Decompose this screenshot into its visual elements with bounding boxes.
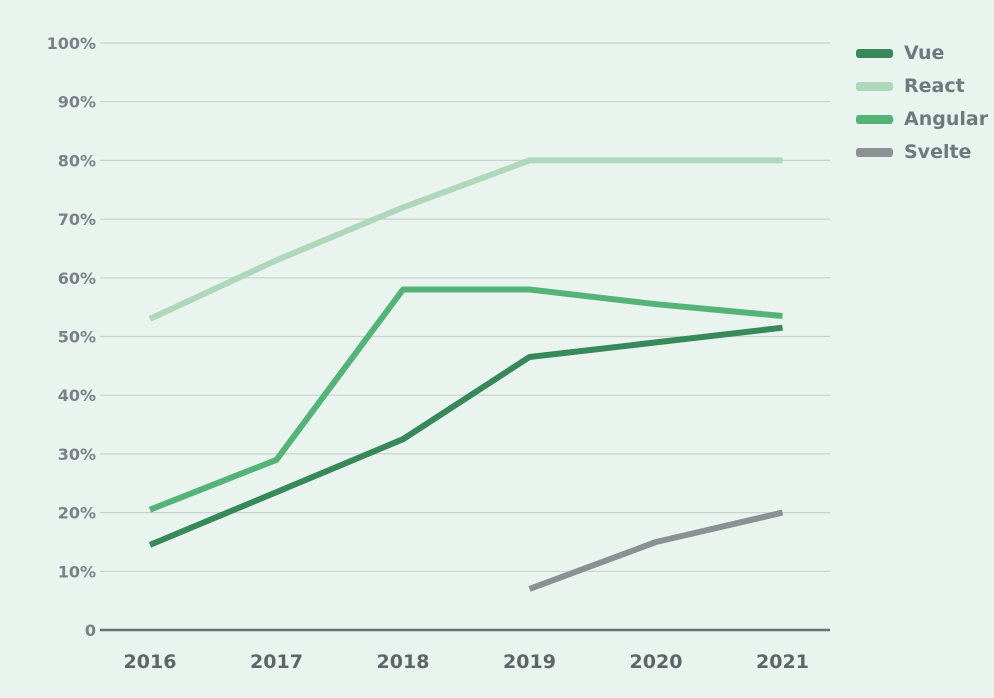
legend-swatch-svelte [856, 147, 893, 157]
y-axis-tick-label: 90% [58, 93, 96, 112]
legend-label: Angular [904, 108, 989, 130]
x-axis-tick-label: 2021 [756, 651, 809, 673]
series-line-vue [148, 324, 783, 548]
series-line-angular [148, 286, 783, 513]
legend-swatch-angular [856, 114, 893, 124]
legend-item-react[interactable]: React [856, 75, 988, 97]
series-line-react [148, 157, 783, 322]
y-axis-tick-label: 50% [58, 328, 96, 347]
series-line-svelte [528, 509, 784, 592]
y-axis-tick-label: 0 [85, 621, 96, 640]
y-axis-tick-label: 10% [58, 562, 96, 581]
y-axis-tick-label: 60% [58, 269, 96, 288]
legend-label: Svelte [904, 141, 972, 163]
y-axis-tick-label: 80% [58, 151, 96, 170]
x-axis-tick-label: 2019 [503, 651, 556, 673]
y-axis-tick-label: 30% [58, 445, 96, 464]
legend-swatch-vue [856, 48, 893, 58]
legend-label: React [904, 75, 965, 97]
chart-legend: Vue React Angular Svelte [856, 42, 989, 163]
x-axis-tick-label: 2017 [250, 651, 303, 673]
y-axis-tick-label: 70% [58, 210, 96, 229]
legend-swatch-react [856, 81, 893, 91]
legend-label: Vue [904, 42, 945, 64]
legend-item-vue[interactable]: Vue [856, 42, 988, 64]
y-axis-tick-label: 100% [47, 34, 96, 53]
y-axis-tick-label: 40% [58, 386, 96, 405]
legend-item-angular[interactable]: Angular [856, 108, 989, 130]
x-axis-tick-label: 2020 [630, 651, 683, 673]
x-axis-tick-label: 2018 [377, 651, 430, 673]
x-axis-tick-label: 2016 [124, 651, 177, 673]
legend-item-svelte[interactable]: Svelte [856, 141, 988, 163]
y-axis-tick-label: 20% [58, 504, 96, 523]
